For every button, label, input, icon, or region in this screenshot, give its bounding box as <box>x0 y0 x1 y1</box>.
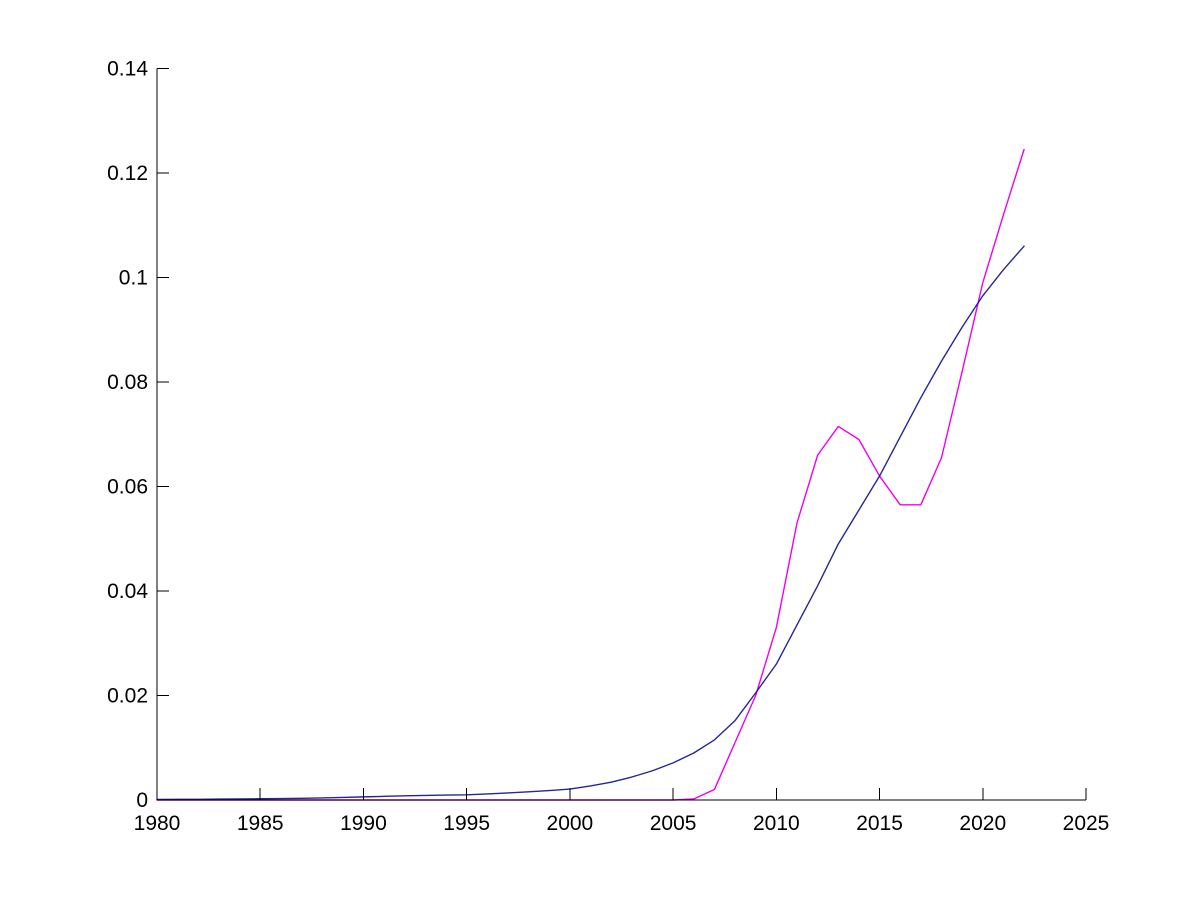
y-tick-label: 0.04 <box>107 580 148 603</box>
x-tick-label: 2015 <box>856 812 903 835</box>
series-line-observed-series <box>156 148 1025 801</box>
y-tick-label: 0.1 <box>119 267 148 290</box>
x-tick-label: 2020 <box>959 812 1006 835</box>
y-tick-label: 0.02 <box>107 685 148 708</box>
x-tick-label: 2025 <box>1063 812 1110 835</box>
y-tick-label: 0.08 <box>107 371 148 394</box>
y-tick-label: 0 <box>136 789 148 812</box>
x-tick-label: 1995 <box>443 812 490 835</box>
x-tick-label: 1985 <box>237 812 284 835</box>
x-tick-label: 2010 <box>753 812 800 835</box>
y-tick-label: 0.14 <box>107 58 148 81</box>
y-tick-label: 0.12 <box>107 162 148 185</box>
y-tick-label: 0.06 <box>107 476 148 499</box>
x-tick-label: 1980 <box>134 812 181 835</box>
series-line-smooth-fit-curve <box>156 245 1025 801</box>
x-tick-label: 2000 <box>547 812 594 835</box>
x-tick-label: 1990 <box>340 812 387 835</box>
x-tick-label: 2005 <box>650 812 697 835</box>
